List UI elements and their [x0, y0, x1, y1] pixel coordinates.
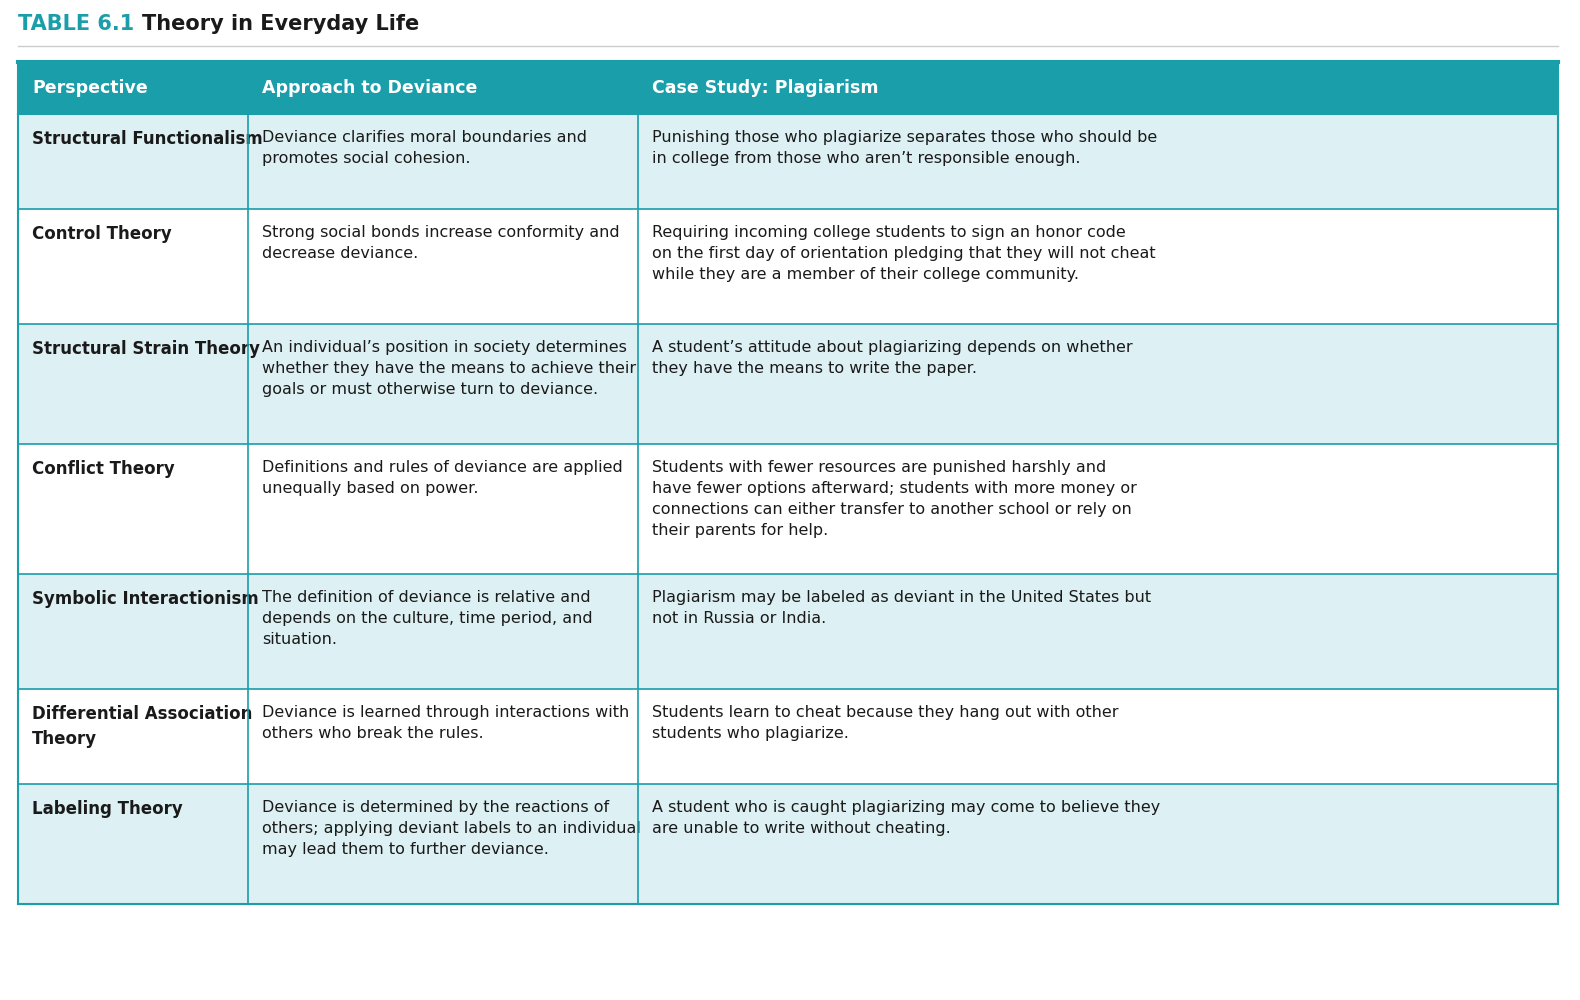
Bar	[17, 114, 1558, 209]
Bar	[17, 324, 1558, 444]
Text: Plagiarism may be labeled as deviant in the United States but
not in Russia or I: Plagiarism may be labeled as deviant in …	[653, 590, 1152, 626]
Text: Symbolic Interactionism: Symbolic Interactionism	[32, 590, 259, 608]
Text: Conflict Theory: Conflict Theory	[32, 460, 175, 478]
Text: Differential Association
Theory: Differential Association Theory	[32, 705, 253, 748]
Text: Students learn to cheat because they hang out with other
students who plagiarize: Students learn to cheat because they han…	[653, 705, 1119, 741]
Text: TABLE 6.1: TABLE 6.1	[17, 14, 134, 34]
Text: Strong social bonds increase conformity and
decrease deviance.: Strong social bonds increase conformity …	[262, 225, 619, 261]
Text: Students with fewer resources are punished harshly and
have fewer options afterw: Students with fewer resources are punish…	[653, 460, 1138, 538]
Text: A student’s attitude about plagiarizing depends on whether
they have the means t: A student’s attitude about plagiarizing …	[653, 340, 1133, 376]
Bar	[17, 62, 1558, 114]
Text: Approach to Deviance: Approach to Deviance	[262, 79, 477, 97]
Text: Case Study: Plagiarism: Case Study: Plagiarism	[653, 79, 878, 97]
Text: Structural Functionalism: Structural Functionalism	[32, 130, 262, 148]
Bar	[17, 689, 1558, 784]
Text: Deviance is learned through interactions with
others who break the rules.: Deviance is learned through interactions…	[262, 705, 629, 741]
Bar	[17, 574, 1558, 689]
Text: An individual’s position in society determines
whether they have the means to ac: An individual’s position in society dete…	[262, 340, 637, 397]
Text: Deviance is determined by the reactions of
others; applying deviant labels to an: Deviance is determined by the reactions …	[262, 800, 641, 857]
Text: Punishing those who plagiarize separates those who should be
in college from tho: Punishing those who plagiarize separates…	[653, 130, 1157, 166]
Bar	[17, 784, 1558, 904]
Text: Structural Strain Theory: Structural Strain Theory	[32, 340, 261, 358]
Text: Control Theory: Control Theory	[32, 225, 172, 243]
Text: Theory in Everyday Life: Theory in Everyday Life	[114, 14, 419, 34]
Text: The definition of deviance is relative and
depends on the culture, time period, : The definition of deviance is relative a…	[262, 590, 592, 647]
Text: Perspective: Perspective	[32, 79, 149, 97]
Text: Requiring incoming college students to sign an honor code
on the first day of or: Requiring incoming college students to s…	[653, 225, 1155, 282]
Text: Deviance clarifies moral boundaries and
promotes social cohesion.: Deviance clarifies moral boundaries and …	[262, 130, 588, 166]
Bar	[17, 444, 1558, 574]
Text: A student who is caught plagiarizing may come to believe they
are unable to writ: A student who is caught plagiarizing may…	[653, 800, 1160, 836]
Text: Definitions and rules of deviance are applied
unequally based on power.: Definitions and rules of deviance are ap…	[262, 460, 623, 496]
Bar	[17, 209, 1558, 324]
Text: Labeling Theory: Labeling Theory	[32, 800, 183, 818]
